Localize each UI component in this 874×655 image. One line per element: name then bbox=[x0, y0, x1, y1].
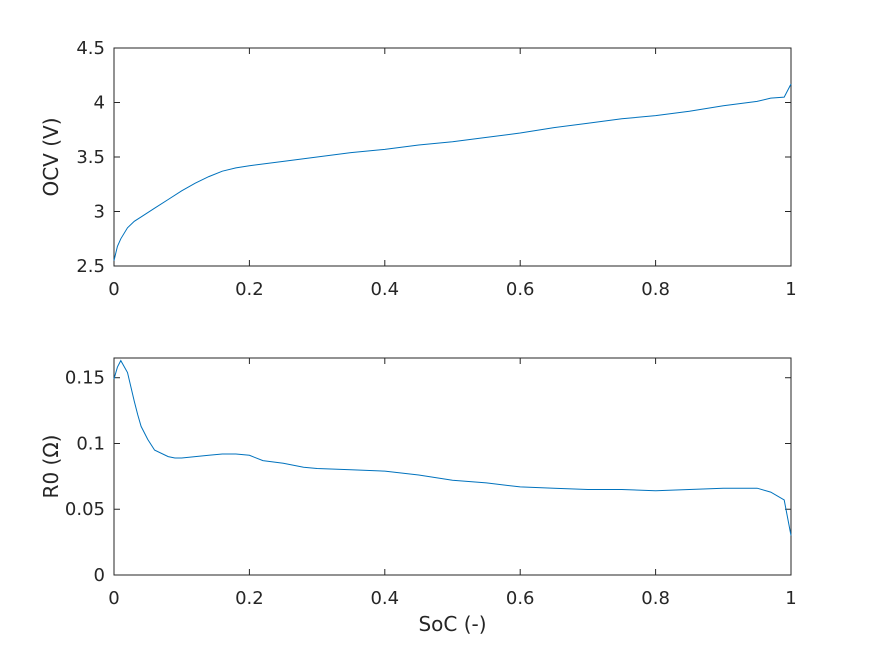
ocv-y-tick-label: 4 bbox=[94, 93, 105, 114]
ocv-y-tick-label: 2.5 bbox=[76, 256, 105, 277]
r0-x-tick-label: 0.2 bbox=[235, 588, 264, 609]
ocv-x-tick-label: 0.4 bbox=[370, 279, 399, 300]
r0-x-tick-label: 0 bbox=[108, 588, 119, 609]
ocv-series-line bbox=[113, 83, 792, 261]
ocv-x-tick-label: 1 bbox=[785, 279, 796, 300]
r0-ticks: 0 0.2 0.4 0.6 0.8 1 0 0.05 0.1 0.15 bbox=[65, 358, 797, 609]
ocv-y-tick-label: 4.5 bbox=[76, 38, 105, 59]
ocv-y-tick-label: 3.5 bbox=[76, 147, 105, 168]
ocv-y-axis-label: OCV (V) bbox=[39, 117, 63, 196]
r0-series-line bbox=[113, 359, 792, 536]
ocv-y-tick-label: 3 bbox=[94, 202, 105, 223]
ocv-plot-area bbox=[113, 47, 792, 267]
r0-plot-area bbox=[113, 357, 792, 576]
ocv-x-tick-label: 0.6 bbox=[506, 279, 535, 300]
ocv-axes: 0 0.2 0.4 0.6 0.8 1 2.5 3 3.5 4 4.5 OCV (V) bbox=[39, 38, 797, 300]
r0-y-tick-label: 0.05 bbox=[65, 499, 105, 520]
ocv-x-tick-label: 0.2 bbox=[235, 279, 264, 300]
r0-y-tick-label: 0 bbox=[94, 565, 105, 586]
soc-x-axis-label: SoC (-) bbox=[418, 612, 486, 636]
r0-x-tick-label: 0.8 bbox=[641, 588, 670, 609]
r0-x-tick-label: 0.6 bbox=[506, 588, 535, 609]
r0-y-axis-label: R0 (Ω) bbox=[39, 435, 63, 499]
r0-axes: 0 0.2 0.4 0.6 0.8 1 0 0.05 0.1 0.15 R0 (Ω) SoC (-… bbox=[39, 357, 797, 636]
r0-x-tick-label: 1 bbox=[785, 588, 796, 609]
r0-y-tick-label: 0.1 bbox=[76, 433, 105, 454]
ocv-x-tick-label: 0 bbox=[108, 279, 119, 300]
r0-y-tick-label: 0.15 bbox=[65, 368, 105, 389]
ocv-ticks: 0 0.2 0.4 0.6 0.8 1 2.5 3 3.5 4 4.5 bbox=[76, 38, 796, 300]
ocv-x-tick-label: 0.8 bbox=[641, 279, 670, 300]
r0-x-tick-label: 0.4 bbox=[370, 588, 399, 609]
